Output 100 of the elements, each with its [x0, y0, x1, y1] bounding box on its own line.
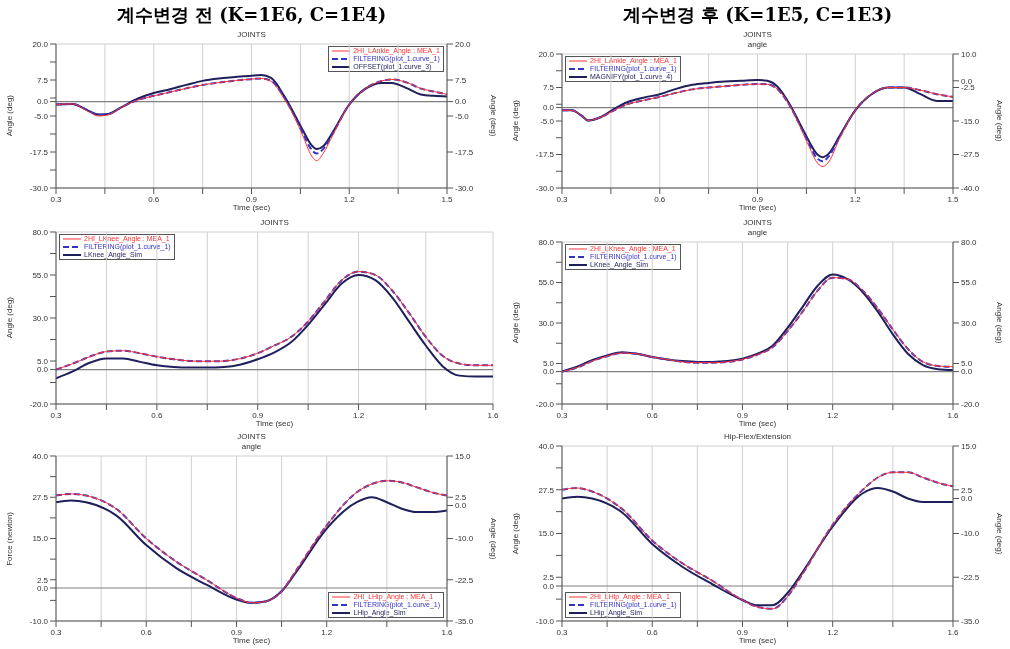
chart-title: JOINTS: [236, 432, 267, 442]
x-axis-title: Time (sec): [231, 635, 272, 647]
text: 계수변경 후 (K=1E5, C=1E3): [621, 3, 894, 27]
y-tick-label: 0.0: [36, 365, 49, 375]
chart-title: JOINTS: [742, 30, 773, 40]
y-tick-label: 40.0: [32, 451, 49, 461]
y-tick-label: -17.5: [29, 147, 49, 157]
y-tick-label: 20.0: [32, 39, 49, 49]
y2-tick-label: 30.0: [961, 318, 978, 328]
y-axis-title: Angle (deg): [511, 302, 520, 344]
x-tick-label: 1.6: [947, 410, 960, 420]
y-axis-title: Angle (deg): [5, 297, 14, 339]
y2-tick-label: -10.0: [961, 529, 980, 539]
y-tick-label: 20.0: [538, 49, 555, 59]
y-tick-label: -17.5: [535, 150, 555, 160]
x-tick-label: 1.2: [352, 410, 365, 420]
x-tick-label: 0.9: [736, 410, 749, 420]
y-tick-label: -5.0: [540, 116, 555, 126]
x-tick-label: 1.2: [321, 627, 333, 637]
chart-subtitle: angle: [240, 442, 263, 452]
x-tick-label: 0.6: [140, 627, 153, 637]
y2-tick-label: 2.5: [961, 485, 973, 495]
y2-tick-label: -2.5: [961, 83, 976, 93]
y-tick-label: 27.5: [538, 485, 555, 495]
x-tick-label: 1.6: [947, 627, 960, 637]
y-tick-label: -10.0: [29, 616, 49, 626]
y-axis-title: Angle (deg): [511, 512, 520, 555]
y2-tick-label: -22.5: [455, 575, 474, 585]
y-tick-label: 0.0: [542, 581, 555, 591]
y2-axis-title: Angle (deg): [489, 95, 498, 137]
y-tick-label: -30.0: [29, 183, 49, 193]
x-tick-label: 0.3: [556, 627, 569, 637]
y-tick-label: -20.0: [29, 399, 49, 409]
y-tick-label: 27.5: [32, 493, 49, 503]
y2-tick-label: 0.0: [961, 76, 973, 86]
y-tick-label: 80.0: [538, 237, 555, 247]
y2-tick-label: 0.0: [961, 494, 973, 504]
y2-tick-label: -22.5: [961, 573, 980, 583]
y2-tick-label: 15.0: [455, 451, 472, 461]
y-tick-label: -30.0: [535, 183, 555, 193]
x-axis-title: Time (sec): [737, 202, 778, 214]
y-tick-label: 2.5: [542, 573, 555, 583]
y-tick-label: 55.0: [538, 278, 555, 288]
y-tick-label: 7.5: [36, 75, 49, 85]
x-tick-label: 0.6: [646, 627, 659, 637]
x-tick-label: 0.3: [556, 194, 569, 204]
y2-tick-label: -40.0: [961, 183, 980, 193]
x-tick-label: 0.9: [252, 410, 264, 420]
x-tick-label: 1.2: [343, 194, 356, 204]
y2-axis-title: Angle (deg): [995, 302, 1004, 344]
x-axis-title: Time (sec): [254, 418, 295, 430]
x-axis-title: Time (sec): [737, 635, 778, 647]
y-tick-label: 15.0: [32, 534, 49, 544]
chart-title: JOINTS: [236, 30, 267, 40]
x-tick-label: 0.9: [736, 627, 749, 637]
chart-subtitle: angle: [746, 40, 769, 50]
y2-axis-title: Angle (deg): [995, 512, 1004, 555]
x-axis-title: Time (sec): [231, 202, 272, 214]
x-tick-label: 1.2: [827, 410, 839, 420]
x-tick-label: 0.6: [646, 410, 659, 420]
y2-tick-label: -20.0: [961, 399, 980, 409]
y2-tick-label: 0.0: [455, 501, 467, 511]
y2-tick-label: 2.5: [455, 493, 467, 503]
x-tick-label: 1.2: [827, 627, 839, 637]
y-tick-label: -5.0: [34, 111, 49, 121]
y-tick-label: 7.5: [542, 83, 555, 93]
y-tick-label: 15.0: [538, 529, 555, 539]
y-tick-label: 0.0: [542, 103, 555, 113]
y2-tick-label: -15.0: [961, 116, 980, 126]
x-tick-label: 0.6: [148, 194, 160, 204]
x-tick-label: 0.9: [230, 627, 243, 637]
x-tick-label: 0.6: [151, 410, 163, 420]
x-tick-label: 0.3: [556, 410, 569, 420]
y2-tick-label: 55.0: [961, 278, 978, 288]
y-tick-label: 80.0: [32, 227, 49, 237]
y2-axis-title: Angle (deg): [995, 100, 1004, 142]
y-tick-label: 40.0: [538, 441, 555, 451]
x-tick-label: 1.2: [849, 194, 862, 204]
y-axis-title: Angle (deg): [511, 100, 520, 142]
y2-tick-label: 10.0: [961, 49, 978, 59]
y-tick-label: 0.0: [542, 367, 555, 377]
x-tick-label: 1.6: [487, 410, 500, 420]
y2-tick-label: -5.0: [455, 111, 470, 121]
y2-axis-title: Angle (deg): [489, 517, 498, 560]
y-tick-label: 0.0: [36, 583, 49, 593]
y-tick-label: 0.0: [36, 97, 49, 107]
x-tick-label: 1.5: [947, 194, 960, 204]
y-tick-label: 5.0: [36, 356, 49, 366]
y2-tick-label: 0.0: [961, 367, 973, 377]
x-tick-label: 0.9: [751, 194, 764, 204]
chart-title: Hip-Flex/Extension: [722, 432, 793, 442]
y-tick-label: 30.0: [538, 318, 555, 328]
y2-tick-label: -10.0: [455, 534, 474, 544]
chart-title: JOINTS: [742, 218, 773, 228]
x-tick-label: 0.3: [50, 410, 63, 420]
y-tick-label: 2.5: [36, 575, 49, 585]
y2-tick-label: -27.5: [961, 150, 980, 160]
y2-tick-label: 7.5: [455, 75, 467, 85]
y2-tick-label: 80.0: [961, 237, 978, 247]
y-axis-title: Angle (deg): [5, 95, 14, 137]
